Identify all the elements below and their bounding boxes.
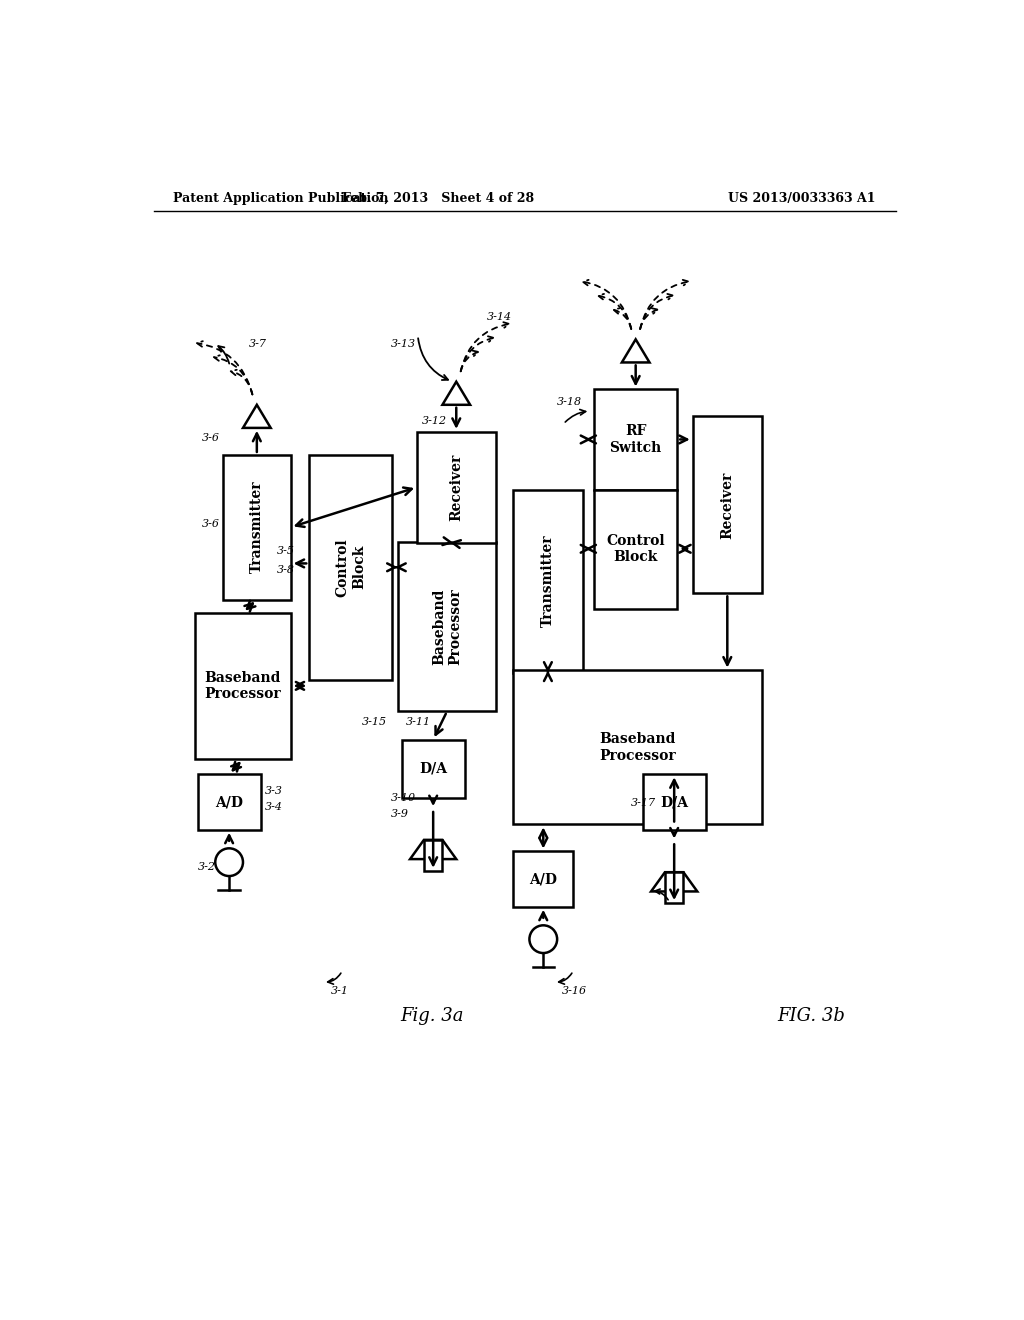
Bar [594, 490, 677, 609]
Text: Patent Application Publication: Patent Application Publication [173, 191, 388, 205]
Bar [665, 873, 683, 903]
Text: 3-3: 3-3 [264, 787, 283, 796]
Bar [692, 416, 762, 594]
Text: 3-2: 3-2 [199, 862, 216, 873]
Bar [513, 490, 583, 673]
Text: Baseband
Processor: Baseband Processor [432, 589, 462, 665]
Text: Baseband
Processor: Baseband Processor [205, 671, 282, 701]
Bar [417, 432, 497, 544]
Text: A/D: A/D [215, 795, 243, 809]
Text: RF
Switch: RF Switch [609, 424, 662, 454]
Text: FIG. 3b: FIG. 3b [777, 1007, 845, 1024]
Text: Control
Block: Control Block [606, 535, 665, 564]
Text: Feb. 7, 2013   Sheet 4 of 28: Feb. 7, 2013 Sheet 4 of 28 [342, 191, 535, 205]
Bar [424, 840, 442, 871]
Text: Transmitter: Transmitter [541, 535, 555, 627]
Text: Baseband
Processor: Baseband Processor [599, 733, 676, 763]
Text: 3-12: 3-12 [422, 416, 446, 426]
Bar [397, 541, 497, 711]
Text: 3-14: 3-14 [487, 312, 512, 322]
Bar [309, 455, 392, 680]
Text: 3-15: 3-15 [361, 717, 387, 727]
Text: 3-11: 3-11 [406, 717, 430, 727]
Text: D/A: D/A [419, 762, 447, 776]
Text: 3-4: 3-4 [264, 801, 283, 812]
Text: 3-5: 3-5 [276, 546, 295, 556]
Bar [513, 671, 762, 825]
Text: 3-9: 3-9 [391, 809, 409, 818]
Bar [594, 389, 677, 490]
Text: Transmitter: Transmitter [250, 480, 264, 573]
Bar [196, 612, 291, 759]
Text: 3-8: 3-8 [276, 565, 295, 574]
Bar [513, 851, 573, 907]
Text: 3-6: 3-6 [202, 433, 219, 444]
Text: 3-13: 3-13 [391, 339, 416, 348]
Text: Fig. 3a: Fig. 3a [400, 1007, 464, 1024]
Text: A/D: A/D [529, 873, 557, 886]
Text: 3-10: 3-10 [391, 793, 416, 804]
Text: 3-1: 3-1 [331, 986, 349, 995]
Text: 3-16: 3-16 [562, 986, 587, 995]
Text: Receiver: Receiver [450, 454, 464, 521]
Text: 3-17: 3-17 [631, 799, 656, 808]
Text: 3-18: 3-18 [557, 397, 583, 407]
Text: D/A: D/A [660, 795, 688, 809]
Text: Control
Block: Control Block [336, 539, 366, 597]
Text: Receiver: Receiver [720, 471, 734, 539]
Text: 3-6: 3-6 [202, 519, 219, 529]
Text: US 2013/0033363 A1: US 2013/0033363 A1 [728, 191, 876, 205]
Text: 3-7: 3-7 [249, 339, 267, 348]
Bar [401, 739, 465, 797]
Bar [198, 775, 261, 830]
Bar [643, 775, 706, 830]
Bar [223, 455, 291, 599]
